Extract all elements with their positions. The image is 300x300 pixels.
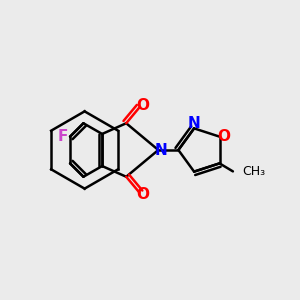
Text: CH₃: CH₃ [242,165,265,178]
Text: N: N [155,142,168,158]
Text: O: O [136,187,149,202]
Text: O: O [218,129,230,144]
Text: O: O [136,98,149,113]
Text: N: N [188,116,200,131]
Text: F: F [57,129,68,144]
